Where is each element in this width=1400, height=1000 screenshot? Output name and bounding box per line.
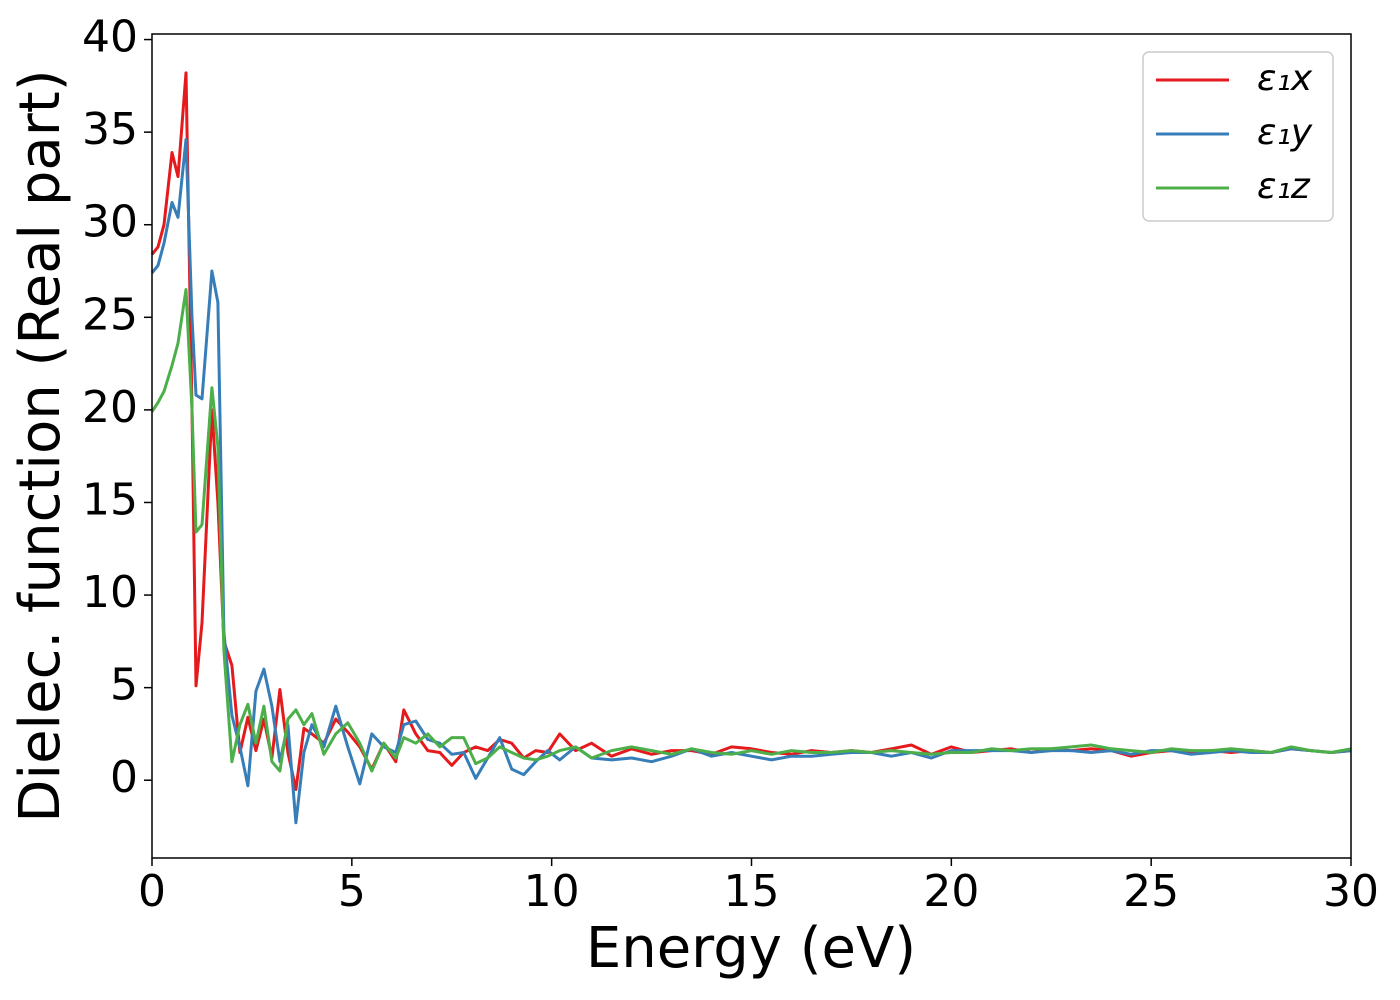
x-tick-label: 25 xyxy=(1123,866,1179,917)
x-tick-label: 5 xyxy=(338,866,366,917)
y-axis-label: Dielec. function (Real part) xyxy=(8,69,73,822)
x-tick-label: 30 xyxy=(1323,866,1379,917)
data-line xyxy=(150,138,1352,825)
x-axis-label: Energy (eV) xyxy=(586,916,916,981)
x-tick-label: 20 xyxy=(923,866,979,917)
y-tick-label: 15 xyxy=(82,474,138,525)
y-tick-label: 30 xyxy=(82,197,138,248)
legend-label: ε₁y xyxy=(1257,112,1313,153)
legend-label: ε₁z xyxy=(1257,166,1311,207)
y-tick-label: 5 xyxy=(110,660,138,711)
y-tick-label: 40 xyxy=(82,12,138,63)
y-tick-label: 0 xyxy=(110,752,138,803)
y-tick-label: 25 xyxy=(82,289,138,340)
y-tick-label: 20 xyxy=(82,382,138,433)
y-tick-label: 35 xyxy=(82,104,138,155)
plot-frame xyxy=(151,33,1352,859)
x-tick-label: 0 xyxy=(138,866,166,917)
x-tick-label: 15 xyxy=(724,866,780,917)
legend-label: ε₁x xyxy=(1257,58,1313,99)
x-tick-label: 10 xyxy=(524,866,580,917)
data-line xyxy=(150,288,1352,773)
legend-box xyxy=(1142,51,1334,222)
y-tick-label: 10 xyxy=(82,567,138,618)
